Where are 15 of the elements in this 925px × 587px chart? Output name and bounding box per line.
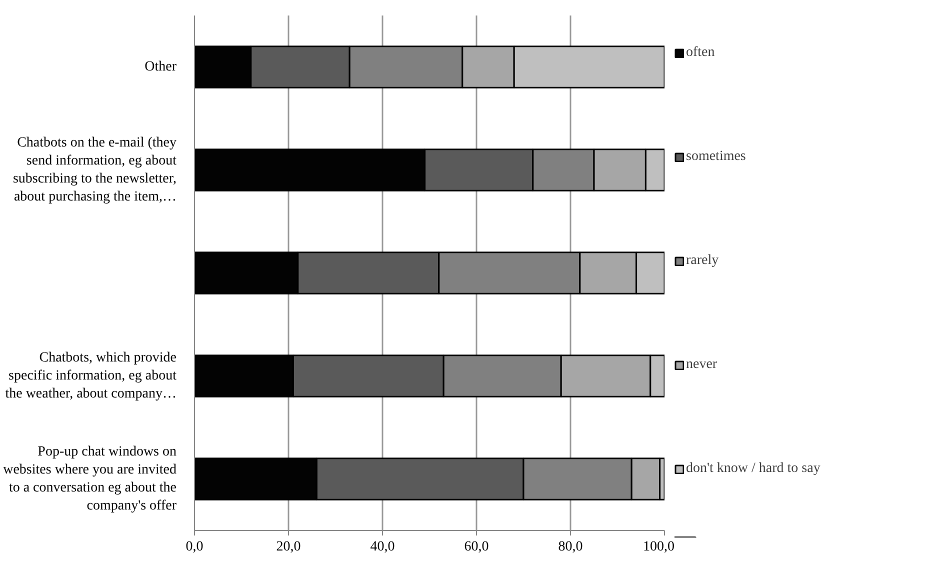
legend-label: rarely <box>686 253 719 269</box>
legend-label: don't know / hard to say <box>686 461 820 477</box>
y-tick-label: Pop-up chat windows on websites where you are invited to a conversation eg about the company's offer <box>3 444 177 514</box>
legend-label: never <box>686 357 718 373</box>
x-tick-label: 0,0 <box>186 540 204 554</box>
x-tick-label: 80,0 <box>558 540 583 554</box>
x-tick-label: 20,0 <box>276 540 301 554</box>
legend-label: often <box>686 45 715 61</box>
legend-label: sometimes <box>686 149 746 165</box>
y-tick-label: Chatbots, which provide specific information, eg about the weather, about company… <box>5 350 177 402</box>
y-tick-label: Other <box>144 60 177 74</box>
y-tick-label: Chatbots on the e-mail (they send information, eg about subscribing to the newsletter, about purchasing the item,… <box>12 136 177 204</box>
x-tick-label: 60,0 <box>464 540 489 554</box>
x-tick-label: 100,0 <box>643 540 674 554</box>
x-tick-label: 40,0 <box>370 540 395 554</box>
